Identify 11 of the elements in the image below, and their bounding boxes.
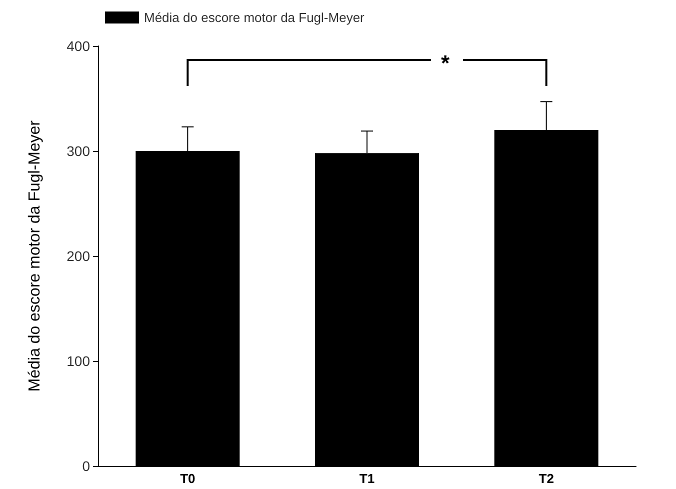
y-tick-label: 400 xyxy=(66,38,90,54)
x-tick-label: T1 xyxy=(359,471,375,486)
annotation: * xyxy=(441,50,450,76)
x-tick-label: T2 xyxy=(538,471,554,486)
y-axis-title: Média do escore motor da Fugl-Meyer xyxy=(26,120,44,392)
x-tick-label: T0 xyxy=(180,471,196,486)
legend-label: Média do escore motor da Fugl-Meyer xyxy=(144,10,366,25)
y-tick-label: 0 xyxy=(82,458,90,474)
y-tick-label: 100 xyxy=(66,353,90,369)
y-tick-label: 200 xyxy=(66,248,90,264)
y-tick-label: 300 xyxy=(66,143,90,159)
